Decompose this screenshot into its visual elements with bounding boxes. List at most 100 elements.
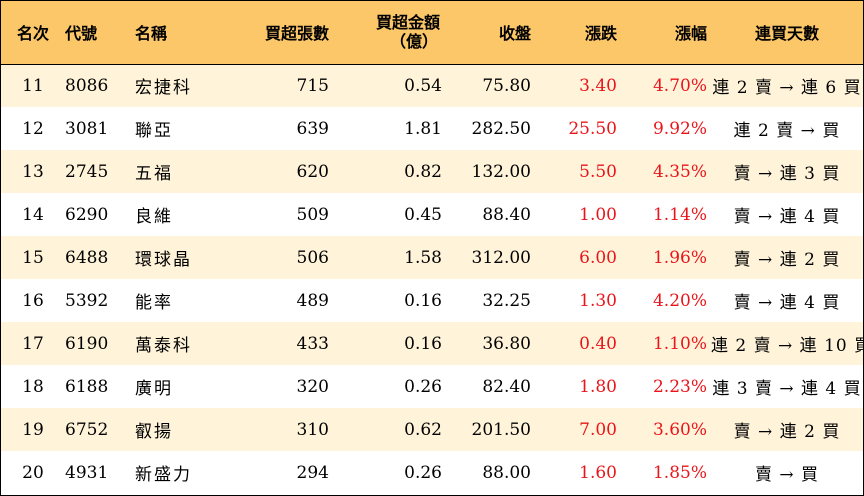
code-cell: 6190 bbox=[65, 333, 109, 354]
streak-cell: 連 2 賣 → 連 6 買 bbox=[712, 78, 862, 99]
code-cell: 6188 bbox=[65, 376, 109, 397]
amount-cell: 1.58 bbox=[404, 247, 442, 268]
change-pct-cell: 4.20% bbox=[652, 290, 707, 311]
close-cell: 36.80 bbox=[482, 333, 531, 354]
lots-cell: 715 bbox=[296, 75, 329, 96]
lots-cell: 489 bbox=[296, 290, 329, 311]
table-row: 12 3081 聯亞 639 1.81 282.50 25.50 9.92% 連… bbox=[1, 107, 863, 150]
rank-cell: 14 bbox=[22, 204, 44, 225]
header-rank: 名次 bbox=[16, 24, 49, 44]
header-name: 名稱 bbox=[135, 24, 168, 44]
name-cell: 五福 bbox=[135, 164, 173, 184]
streak-cell: 賣 → 連 3 買 bbox=[733, 164, 841, 184]
header-net-buy-amount-line2: （億） bbox=[389, 32, 438, 52]
name-cell: 萬泰科 bbox=[135, 336, 192, 356]
amount-cell: 0.54 bbox=[404, 75, 442, 96]
close-cell: 32.25 bbox=[482, 290, 531, 311]
rank-cell: 20 bbox=[22, 462, 44, 483]
rank-cell: 19 bbox=[22, 419, 44, 440]
close-cell: 312.00 bbox=[471, 247, 531, 268]
change-pct-cell: 1.96% bbox=[652, 247, 707, 268]
table-row: 14 6290 良維 509 0.45 88.40 1.00 1.14% 賣 →… bbox=[1, 193, 863, 236]
name-cell: 宏捷科 bbox=[135, 78, 192, 99]
amount-cell: 0.16 bbox=[404, 290, 442, 311]
change-cell: 0.40 bbox=[579, 333, 617, 354]
table-row: 18 6188 廣明 320 0.26 82.40 1.80 2.23% 連 3… bbox=[1, 365, 863, 408]
change-cell: 1.80 bbox=[579, 376, 617, 397]
lots-cell: 320 bbox=[296, 376, 329, 397]
name-cell: 能率 bbox=[135, 293, 173, 313]
change-pct-cell: 4.35% bbox=[652, 161, 707, 182]
amount-cell: 0.82 bbox=[404, 161, 442, 182]
lots-cell: 509 bbox=[296, 204, 329, 225]
change-cell: 6.00 bbox=[579, 247, 617, 268]
name-cell: 廣明 bbox=[135, 379, 173, 399]
rank-cell: 18 bbox=[22, 376, 44, 397]
streak-cell: 賣 → 連 2 買 bbox=[733, 250, 841, 270]
change-cell: 1.60 bbox=[579, 462, 617, 483]
code-cell: 6752 bbox=[65, 419, 109, 440]
lots-cell: 506 bbox=[296, 247, 329, 268]
table-row: 11 8086 宏捷科 715 0.54 75.80 3.40 4.70% 連 … bbox=[1, 64, 863, 107]
rank-cell: 16 bbox=[22, 290, 44, 311]
name-cell: 新盛力 bbox=[135, 465, 192, 485]
lots-cell: 310 bbox=[296, 419, 329, 440]
rank-cell: 17 bbox=[22, 333, 44, 354]
streak-cell: 賣 → 連 4 買 bbox=[733, 207, 841, 227]
name-cell: 環球晶 bbox=[135, 250, 192, 270]
change-pct-cell: 1.14% bbox=[652, 204, 707, 225]
amount-cell: 0.45 bbox=[404, 204, 442, 225]
code-cell: 6290 bbox=[65, 204, 109, 225]
table-row: 17 6190 萬泰科 433 0.16 36.80 0.40 1.10% 連 … bbox=[1, 322, 864, 365]
close-cell: 282.50 bbox=[471, 118, 531, 139]
change-cell: 25.50 bbox=[568, 118, 617, 139]
amount-cell: 0.62 bbox=[404, 419, 442, 440]
name-cell: 良維 bbox=[135, 207, 173, 227]
code-cell: 5392 bbox=[65, 290, 109, 311]
amount-cell: 1.81 bbox=[404, 118, 442, 139]
rank-cell: 13 bbox=[22, 161, 44, 182]
rank-cell: 11 bbox=[22, 75, 44, 96]
change-pct-cell: 1.10% bbox=[652, 333, 707, 354]
code-cell: 6488 bbox=[65, 247, 109, 268]
lots-cell: 620 bbox=[296, 161, 329, 182]
header-net-buy-lots: 買超張數 bbox=[264, 24, 329, 44]
change-pct-cell: 2.23% bbox=[652, 376, 707, 397]
header-code: 代號 bbox=[65, 24, 98, 44]
change-cell: 1.00 bbox=[579, 204, 617, 225]
streak-cell: 連 3 賣 → 連 4 買 bbox=[712, 379, 862, 399]
table-row: 19 6752 叡揚 310 0.62 201.50 7.00 3.60% 賣 … bbox=[1, 408, 863, 451]
header-change: 漲跌 bbox=[584, 24, 617, 44]
code-cell: 4931 bbox=[65, 462, 109, 483]
amount-cell: 0.16 bbox=[404, 333, 442, 354]
amount-cell: 0.26 bbox=[404, 376, 442, 397]
rank-cell: 15 bbox=[22, 247, 44, 268]
table-row: 15 6488 環球晶 506 1.58 312.00 6.00 1.96% 賣… bbox=[1, 236, 863, 279]
streak-cell: 賣 → 連 4 買 bbox=[733, 293, 841, 313]
close-cell: 75.80 bbox=[482, 75, 531, 96]
lots-cell: 639 bbox=[296, 118, 329, 139]
code-cell: 3081 bbox=[65, 118, 109, 139]
table-row: 20 4931 新盛力 294 0.26 88.00 1.60 1.85% 賣 … bbox=[1, 451, 863, 494]
table-row: 16 5392 能率 489 0.16 32.25 1.30 4.20% 賣 →… bbox=[1, 279, 863, 322]
change-cell: 3.40 bbox=[579, 75, 617, 96]
rank-cell: 12 bbox=[22, 118, 44, 139]
header-streak: 連買天數 bbox=[754, 24, 819, 44]
table-row: 13 2745 五福 620 0.82 132.00 5.50 4.35% 賣 … bbox=[1, 150, 863, 193]
close-cell: 88.40 bbox=[482, 204, 531, 225]
name-cell: 叡揚 bbox=[135, 422, 173, 442]
close-cell: 201.50 bbox=[471, 419, 531, 440]
close-cell: 88.00 bbox=[482, 462, 531, 483]
header-net-buy-amount-line1: 買超金額 bbox=[375, 13, 440, 33]
streak-cell: 連 2 賣 → 買 bbox=[733, 121, 841, 141]
code-cell: 8086 bbox=[65, 75, 109, 96]
change-cell: 5.50 bbox=[579, 161, 617, 182]
change-pct-cell: 4.70% bbox=[652, 75, 707, 96]
lots-cell: 294 bbox=[296, 462, 329, 483]
header-change-pct: 漲幅 bbox=[674, 24, 707, 44]
close-cell: 82.40 bbox=[482, 376, 531, 397]
streak-cell: 連 2 賣 → 連 10 買 bbox=[711, 336, 864, 356]
close-cell: 132.00 bbox=[471, 161, 531, 182]
